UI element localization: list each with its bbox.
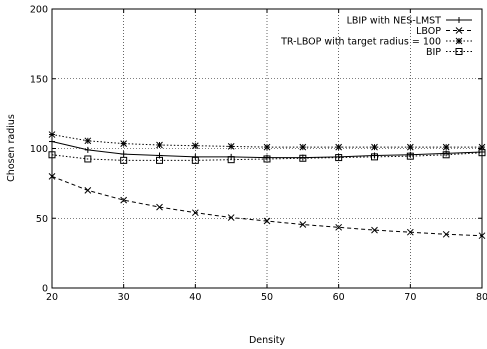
series-3 [48, 131, 486, 151]
x-axis-label: Density [249, 335, 285, 346]
data-point [48, 173, 56, 180]
data-point [263, 143, 271, 151]
data-point [371, 143, 378, 151]
data-point [299, 143, 307, 151]
data-point [263, 155, 271, 163]
y-tick-label: 100 [30, 144, 48, 155]
data-point [84, 137, 92, 145]
series-4 [48, 149, 486, 164]
legend-label: TR-LBOP with target radius = 100 [280, 37, 441, 48]
x-tick-label: 60 [333, 292, 345, 303]
series-lines [48, 131, 486, 240]
data-point [299, 154, 307, 162]
legend-label: BIP [426, 47, 441, 58]
data-point [442, 230, 450, 238]
x-tick-label: 40 [189, 292, 201, 303]
data-point [406, 228, 414, 236]
y-tick-label: 150 [30, 74, 48, 85]
data-point [371, 153, 378, 161]
data-point [335, 154, 343, 162]
data-point [406, 152, 414, 160]
y-tick-label: 200 [30, 5, 48, 16]
data-point [120, 156, 128, 164]
data-point [191, 209, 199, 217]
y-ticks: 0 50 100 150 200 [30, 5, 482, 295]
data-point [478, 143, 486, 151]
data-point [406, 143, 414, 151]
legend-label: LBOP [416, 26, 441, 37]
data-point [478, 232, 486, 240]
data-point [442, 143, 450, 151]
data-point [84, 186, 92, 194]
data-point [156, 203, 163, 211]
x-tick-label: 30 [118, 292, 130, 303]
data-point [48, 131, 56, 138]
data-point [48, 151, 56, 159]
y-axis-label: Chosen radius [6, 114, 17, 182]
x-tick-label: 80 [476, 292, 487, 303]
data-point [442, 151, 450, 159]
data-point [191, 156, 199, 164]
data-point [455, 37, 463, 45]
legend-label: LBIP with NES-LMST [347, 16, 442, 27]
data-point [120, 140, 128, 147]
data-point [227, 214, 235, 221]
series-2 [48, 173, 486, 240]
data-point [227, 156, 235, 164]
data-point [299, 221, 307, 228]
data-point [455, 27, 463, 34]
data-point [84, 155, 92, 163]
x-tick-label: 50 [261, 292, 273, 303]
data-point [156, 141, 163, 149]
x-tick-label: 70 [404, 292, 416, 303]
y-tick-label: 0 [42, 284, 48, 295]
data-point [371, 226, 378, 234]
data-point [335, 143, 343, 151]
data-point [156, 156, 163, 164]
y-tick-label: 50 [36, 214, 48, 225]
series-line [51, 175, 483, 237]
data-point [263, 217, 271, 225]
data-point [227, 143, 235, 150]
data-point [335, 223, 343, 231]
data-point [191, 142, 199, 150]
x-tick-label: 20 [46, 292, 58, 303]
data-point [478, 149, 486, 157]
x-ticks: 20 30 40 50 60 70 80 [46, 9, 487, 303]
data-point [120, 196, 128, 204]
data-point [455, 48, 463, 55]
